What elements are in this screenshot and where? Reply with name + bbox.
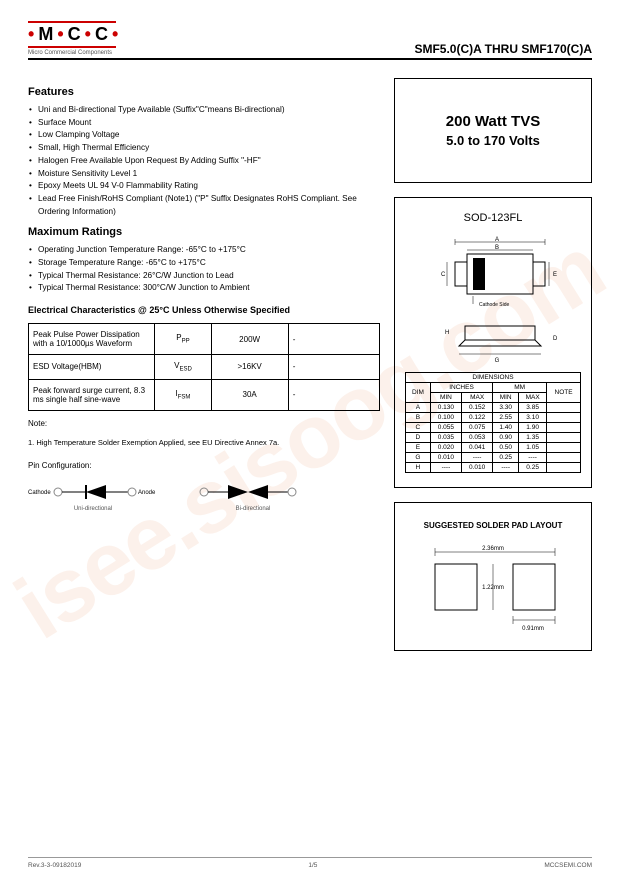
ec-value: 200W [211, 324, 288, 355]
bi-diode-icon [198, 482, 308, 502]
dim-row: D0.0350.0530.901.35 [406, 433, 581, 443]
part-title: SMF5.0(C)A THRU SMF170(C)A [414, 42, 592, 56]
bi-diode: Bi-directional [198, 482, 308, 512]
svg-text:G: G [495, 358, 500, 364]
svg-text:E: E [553, 272, 557, 278]
maxratings-heading: Maximum Ratings [28, 226, 380, 238]
feature-item: Uni and Bi-directional Type Available (S… [28, 104, 380, 117]
dimensions-table: DIMENSIONS DIM INCHES MM NOTE MINMAX MIN… [405, 372, 581, 473]
dim-row: E0.0200.0410.501.05 [406, 443, 581, 453]
left-column: Features Uni and Bi-directional Type Ava… [28, 78, 380, 665]
svg-text:A: A [495, 237, 499, 243]
feature-item: Surface Mount [28, 117, 380, 130]
package-name: SOD-123FL [405, 212, 581, 224]
svg-text:D: D [553, 336, 558, 342]
ec-value: 30A [211, 379, 288, 410]
footer-site: MCCSEMI.COM [544, 862, 592, 869]
footer-page: 1/5 [308, 862, 317, 869]
ec-blank: - [288, 379, 379, 410]
feature-item: Low Clamping Voltage [28, 129, 380, 142]
features-heading: Features [28, 86, 380, 98]
dim-row: B0.1000.1222.553.10 [406, 413, 581, 423]
svg-text:Anode: Anode [138, 490, 156, 496]
ec-value: >16KV [211, 355, 288, 380]
svg-text:2.36mm: 2.36mm [482, 546, 504, 552]
ec-param: ESD Voltage(HBM) [29, 355, 155, 380]
uni-diode-icon: Cathode Anode [28, 482, 158, 502]
maxratings-list: Operating Junction Temperature Range: -6… [28, 244, 380, 295]
logo-subtitle: Micro Commercial Components [28, 50, 122, 56]
ec-blank: - [288, 324, 379, 355]
solder-layout-icon: 2.36mm 1.22mm 0.91mm [405, 544, 581, 634]
feature-item: Lead Free Finish/RoHS Compliant (Note1) … [28, 193, 380, 218]
maxrating-item: Typical Thermal Resistance: 26°C/W Junct… [28, 270, 380, 283]
svg-text:Cathode: Cathode [28, 490, 51, 496]
pin-config-heading: Pin Configuration: [28, 461, 380, 470]
svg-text:B: B [495, 245, 499, 251]
note-1: 1. High Temperature Solder Exemption App… [28, 438, 380, 447]
svg-text:1.22mm: 1.22mm [482, 585, 504, 591]
logo: •M•C•C• Micro Commercial Components [28, 20, 122, 56]
pin-config-row: Cathode Anode Uni-directional [28, 482, 380, 512]
product-title: 200 Watt TVS [405, 113, 581, 130]
note-heading: Note: [28, 419, 380, 428]
maxrating-item: Storage Temperature Range: -65°C to +175… [28, 257, 380, 270]
solder-box: SUGGESTED SOLDER PAD LAYOUT 2.36mm 1.22m… [394, 502, 592, 651]
svg-text:C: C [441, 272, 446, 278]
dim-row: A0.1300.1523.303.85 [406, 403, 581, 413]
uni-label: Uni-directional [74, 506, 112, 512]
dim-row: G0.010----0.25---- [406, 453, 581, 463]
svg-text:H: H [445, 330, 449, 336]
bi-label: Bi-directional [236, 506, 271, 512]
ec-symbol: PPP [155, 324, 211, 355]
solder-heading: SUGGESTED SOLDER PAD LAYOUT [405, 521, 581, 530]
footer-rev: Rev.3-3-09182019 [28, 862, 81, 869]
svg-text:Cathode Side: Cathode Side [479, 302, 510, 308]
features-list: Uni and Bi-directional Type Available (S… [28, 104, 380, 218]
svg-text:0.91mm: 0.91mm [522, 626, 544, 632]
feature-item: Halogen Free Available Upon Request By A… [28, 155, 380, 168]
maxrating-item: Operating Junction Temperature Range: -6… [28, 244, 380, 257]
ec-param: Peak forward surge current, 8.3 ms singl… [29, 379, 155, 410]
feature-item: Small, High Thermal Efficiency [28, 142, 380, 155]
package-drawing-icon: A B C E Cathode Side H [405, 234, 581, 364]
header: •M•C•C• Micro Commercial Components SMF5… [28, 20, 592, 60]
ec-blank: - [288, 355, 379, 380]
ec-title: Electrical Characteristics @ 25°C Unless… [28, 305, 380, 315]
product-box: 200 Watt TVS 5.0 to 170 Volts [394, 78, 592, 183]
feature-item: Moisture Sensitivity Level 1 [28, 168, 380, 181]
uni-diode: Cathode Anode Uni-directional [28, 482, 158, 512]
product-sub: 5.0 to 170 Volts [405, 133, 581, 148]
ec-table: Peak Pulse Power Dissipation with a 10/1… [28, 323, 380, 411]
page: •M•C•C• Micro Commercial Components SMF5… [0, 0, 620, 675]
ec-symbol: IFSM [155, 379, 211, 410]
right-column: 200 Watt TVS 5.0 to 170 Volts SOD-123FL … [394, 78, 592, 665]
footer: Rev.3-3-09182019 1/5 MCCSEMI.COM [28, 857, 592, 869]
maxrating-item: Typical Thermal Resistance: 300°C/W Junc… [28, 282, 380, 295]
package-box: SOD-123FL A B C E [394, 197, 592, 488]
dim-row: C0.0550.0751.401.90 [406, 423, 581, 433]
ec-param: Peak Pulse Power Dissipation with a 10/1… [29, 324, 155, 355]
ec-symbol: VESD [155, 355, 211, 380]
dim-row: H----0.010----0.25 [406, 463, 581, 473]
feature-item: Epoxy Meets UL 94 V-0 Flammability Ratin… [28, 180, 380, 193]
